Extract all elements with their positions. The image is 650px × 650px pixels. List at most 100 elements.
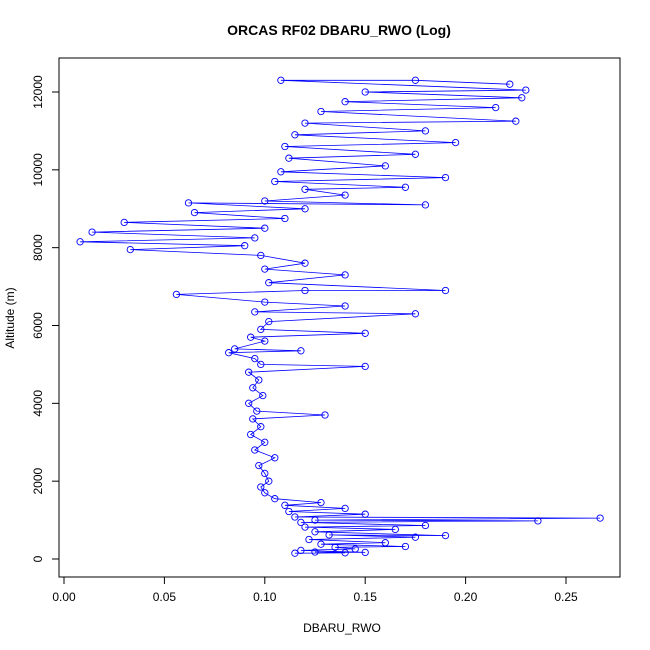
y-tick-label: 12000	[31, 75, 45, 109]
data-point	[126, 245, 134, 254]
data-point	[311, 528, 319, 536]
data-point	[421, 201, 430, 209]
data-point	[411, 150, 420, 158]
data-point	[231, 345, 239, 353]
series-line	[80, 79, 601, 554]
data-point	[297, 518, 305, 527]
x-tick-label: 0.00	[52, 590, 76, 604]
data-point	[277, 76, 285, 84]
data-point	[331, 543, 339, 551]
data-point	[261, 224, 269, 232]
data-point	[301, 286, 309, 295]
data-point	[391, 525, 399, 534]
data-point	[311, 548, 319, 556]
x-tick-label: 0.25	[554, 590, 578, 604]
data-point	[441, 286, 450, 295]
data-point	[522, 86, 530, 94]
data-point	[341, 504, 349, 513]
data-point	[311, 516, 319, 524]
data-point	[361, 88, 369, 96]
data-point	[411, 310, 420, 318]
data-point	[361, 510, 369, 518]
data-point	[534, 517, 542, 525]
data-point	[247, 333, 255, 341]
data-point	[259, 391, 267, 400]
data-point	[341, 271, 349, 279]
data-point	[297, 546, 305, 555]
data-point	[251, 446, 259, 454]
data-point	[271, 495, 279, 503]
data-point	[361, 362, 369, 371]
svg-text:Altitude (m): Altitude (m)	[3, 287, 17, 348]
data-point	[265, 317, 273, 326]
data-point	[381, 162, 389, 170]
data-point	[271, 454, 279, 462]
data-point	[401, 183, 410, 191]
data-point	[301, 119, 309, 127]
data-point	[261, 265, 269, 273]
data-point	[301, 205, 309, 213]
data-point	[225, 349, 233, 357]
data-point	[291, 513, 299, 521]
data-point	[317, 107, 325, 116]
data-point	[518, 94, 526, 102]
data-point	[291, 549, 299, 557]
data-point	[421, 521, 430, 530]
data-point	[317, 540, 325, 548]
data-point	[265, 477, 273, 485]
data-point	[257, 483, 265, 491]
data-point	[281, 214, 289, 223]
data-point	[281, 501, 289, 509]
data-point	[325, 531, 333, 539]
x-tick-label: 0.05	[153, 590, 177, 604]
data-point	[172, 290, 181, 299]
y-tick-label: 0	[31, 555, 45, 562]
data-point	[265, 279, 273, 287]
data-point	[301, 523, 309, 531]
data-point	[253, 407, 261, 415]
data-point	[257, 360, 265, 369]
data-point	[341, 549, 349, 557]
data-point	[401, 542, 410, 551]
data-point	[76, 238, 84, 246]
data-point	[381, 539, 389, 547]
data-point	[255, 461, 263, 470]
y-axis-label: Altitude (m)	[3, 287, 17, 348]
data-point	[297, 347, 305, 355]
y-tick-label: 4000	[31, 390, 45, 417]
data-point	[261, 337, 269, 345]
x-tick-label: 0.15	[354, 590, 378, 604]
data-point	[441, 531, 450, 540]
data-point	[261, 469, 269, 478]
x-axis: 0.00 0.05 0.10 0.15 0.20 0.25	[52, 576, 578, 604]
data-point	[361, 329, 369, 337]
data-point	[411, 533, 420, 541]
data-point	[190, 208, 199, 217]
data-point	[285, 154, 293, 162]
data-point	[251, 354, 259, 363]
data-point	[317, 498, 325, 507]
data-point	[257, 251, 265, 260]
data-point	[257, 423, 265, 431]
data-point	[261, 197, 269, 205]
data-point	[301, 259, 309, 267]
data-point	[291, 131, 299, 139]
data-point	[492, 103, 500, 112]
data-point	[277, 168, 285, 176]
data-point	[451, 138, 460, 147]
data-point	[512, 117, 520, 125]
y-tick-label: 8000	[31, 234, 45, 261]
data-point	[241, 242, 249, 250]
data-point	[351, 545, 359, 553]
data-point	[245, 368, 253, 376]
data-point	[261, 489, 269, 497]
data-point	[285, 507, 293, 516]
data-point	[245, 399, 253, 407]
x-axis-label: DBARU_RWO	[303, 621, 381, 635]
data-point	[441, 173, 450, 182]
data-point	[281, 142, 289, 151]
data-layer	[76, 76, 604, 557]
data-point	[257, 325, 265, 334]
data-point	[305, 535, 313, 544]
